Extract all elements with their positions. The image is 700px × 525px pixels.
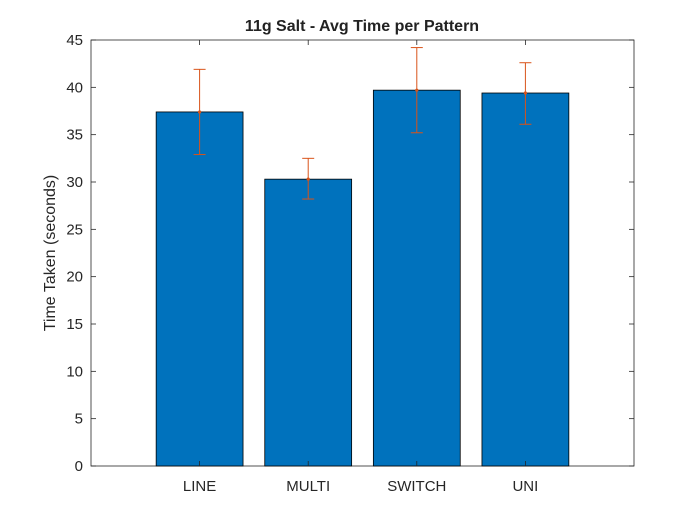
x-tick-label: SWITCH xyxy=(387,478,446,495)
plot-area: 0 5 10 15 20 25 30 35 40 45 LINE MULTI SWITCH UNI xyxy=(66,32,635,495)
y-tick-label: 25 xyxy=(66,221,83,238)
y-tick-label: 30 xyxy=(66,174,83,191)
error-mean-marker xyxy=(306,177,310,181)
y-axis-label: Time Taken (seconds) xyxy=(42,175,59,332)
x-tick-label: LINE xyxy=(183,478,216,495)
y-tick-label: 15 xyxy=(66,316,83,333)
y-tick-label: 0 xyxy=(75,458,83,475)
error-mean-marker xyxy=(198,110,202,114)
y-tick-label: 40 xyxy=(66,79,83,96)
y-tick-label: 45 xyxy=(66,32,83,49)
x-tick-label: MULTI xyxy=(286,478,330,495)
bar xyxy=(372,89,461,467)
error-mean-marker xyxy=(523,91,528,95)
error-mean-marker xyxy=(415,88,419,92)
chart-title: 11g Salt - Avg Time per Pattern xyxy=(245,18,479,35)
bar xyxy=(155,111,244,467)
bar xyxy=(481,92,570,467)
y-tick-label: 5 xyxy=(75,411,83,428)
y-tick-label: 10 xyxy=(66,363,83,380)
x-tick-label: UNI xyxy=(512,478,538,495)
y-tick-label: 20 xyxy=(66,269,83,286)
y-tick-label: 35 xyxy=(66,127,83,144)
bar xyxy=(264,178,353,467)
